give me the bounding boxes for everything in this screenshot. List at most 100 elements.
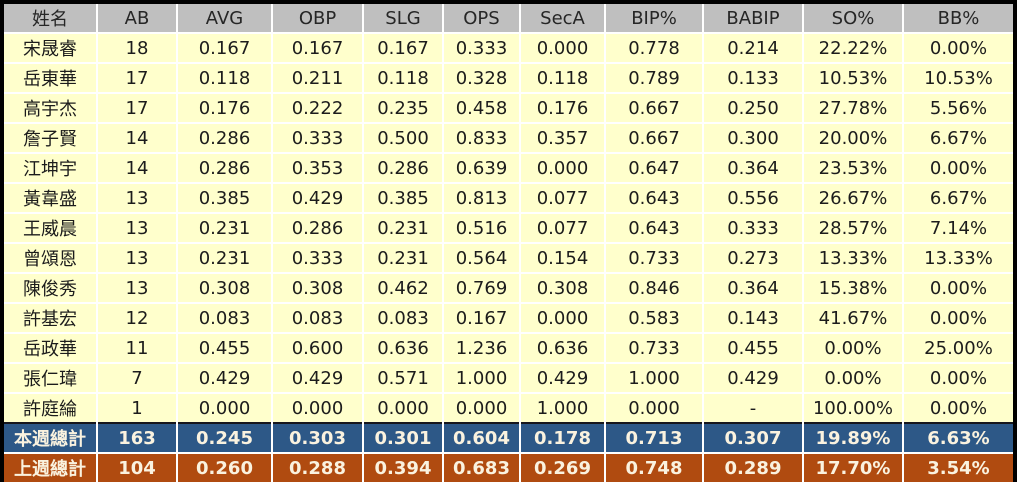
stat-cell: 0.00% (802, 332, 903, 363)
total-stat-cell: 3.54% (902, 452, 1013, 482)
player-name-cell: 黃韋盛 (4, 182, 97, 213)
stat-cell: 0.077 (519, 212, 605, 243)
table-body: 宋晟睿 18 0.167 0.167 0.167 0.333 0.000 0.778 0.214… (4, 32, 1013, 482)
column-header-2: AVG (176, 4, 272, 33)
stat-cell: - (702, 392, 803, 423)
total-stat-cell: 0.178 (519, 422, 605, 453)
total-label-cell: 本週總計 (4, 422, 97, 453)
stat-cell: 28.57% (802, 212, 903, 243)
player-name-cell: 曾頌恩 (4, 242, 97, 273)
stat-cell: 0.328 (442, 62, 520, 93)
stat-cell: 26.67% (802, 182, 903, 213)
total-stat-cell: 19.89% (802, 422, 903, 453)
player-name-cell: 高宇杰 (4, 92, 97, 123)
stat-cell: 0.143 (702, 302, 803, 333)
stat-cell: 0.636 (362, 332, 443, 363)
total-stat-cell: 0.394 (362, 452, 443, 482)
stat-cell: 0.167 (362, 32, 443, 63)
stat-cell: 0.176 (519, 92, 605, 123)
stat-cell: 0.286 (362, 152, 443, 183)
column-header-9: SO% (802, 4, 903, 33)
stat-cell: 1.000 (519, 392, 605, 423)
stat-cell: 17 (96, 92, 177, 123)
total-stat-cell: 0.269 (519, 452, 605, 482)
total-stat-cell: 104 (96, 452, 177, 482)
stat-cell: 0.385 (176, 182, 272, 213)
stat-cell: 0.231 (362, 242, 443, 273)
stat-cell: 0.214 (702, 32, 803, 63)
stat-cell: 0.364 (702, 272, 803, 303)
player-row: 黃韋盛 13 0.385 0.429 0.385 0.813 0.077 0.643 0.556… (4, 182, 1013, 213)
stat-cell: 0.231 (362, 212, 443, 243)
column-header-3: OBP (271, 4, 363, 33)
column-header-4: SLG (362, 4, 443, 33)
stat-cell: 0.273 (702, 242, 803, 273)
column-header-0: 姓名 (4, 4, 97, 33)
stat-cell: 20.00% (802, 122, 903, 153)
stat-cell: 41.67% (802, 302, 903, 333)
stat-cell: 0.118 (176, 62, 272, 93)
player-row: 岳東華 17 0.118 0.211 0.118 0.328 0.118 0.789 0.133… (4, 62, 1013, 93)
batting-stats-sheet: 姓名 AB AVG OBP SLG OPS SecA BIP% BABIP SO% BB% 宋晟睿 1… (4, 4, 1013, 482)
stat-cell: 1.236 (442, 332, 520, 363)
stat-cell: 0.500 (362, 122, 443, 153)
total-row-this-week: 本週總計 163 0.245 0.303 0.301 0.604 0.178 0.713 0.3… (4, 422, 1013, 453)
stat-cell: 7 (96, 362, 177, 393)
stat-cell: 13 (96, 182, 177, 213)
stat-cell: 0.00% (902, 272, 1013, 303)
stat-cell: 0.333 (271, 122, 363, 153)
player-name-cell: 陳俊秀 (4, 272, 97, 303)
stat-cell: 0.583 (604, 302, 703, 333)
stat-cell: 0.00% (902, 362, 1013, 393)
stat-cell: 0.333 (702, 212, 803, 243)
stat-cell: 0.286 (271, 212, 363, 243)
total-stat-cell: 6.63% (902, 422, 1013, 453)
column-header-8: BABIP (702, 4, 803, 33)
stat-cell: 0.458 (442, 92, 520, 123)
stat-cell: 0.455 (176, 332, 272, 363)
stat-cell: 0.778 (604, 32, 703, 63)
stat-cell: 0.000 (271, 392, 363, 423)
stat-cell: 0.429 (702, 362, 803, 393)
stat-cell: 0.647 (604, 152, 703, 183)
stat-cell: 0.00% (902, 302, 1013, 333)
stat-cell: 0.167 (271, 32, 363, 63)
player-name-cell: 許基宏 (4, 302, 97, 333)
player-row: 陳俊秀 13 0.308 0.308 0.462 0.769 0.308 0.846 0.364… (4, 272, 1013, 303)
player-row: 王威晨 13 0.231 0.286 0.231 0.516 0.077 0.643 0.333… (4, 212, 1013, 243)
stat-cell: 0.000 (362, 392, 443, 423)
column-header-6: SecA (519, 4, 605, 33)
stat-cell: 0.353 (271, 152, 363, 183)
column-header-1: AB (96, 4, 177, 33)
stat-cell: 0.462 (362, 272, 443, 303)
stat-cell: 0.667 (604, 92, 703, 123)
total-stat-cell: 0.303 (271, 422, 363, 453)
stat-cell: 0.222 (271, 92, 363, 123)
total-stat-cell: 0.245 (176, 422, 272, 453)
stat-cell: 11 (96, 332, 177, 363)
header-row: 姓名 AB AVG OBP SLG OPS SecA BIP% BABIP SO% BB% (4, 4, 1013, 33)
total-stat-cell: 163 (96, 422, 177, 453)
stat-cell: 0.211 (271, 62, 363, 93)
stat-cell: 0.769 (442, 272, 520, 303)
player-name-cell: 詹子賢 (4, 122, 97, 153)
stat-cell: 0.250 (702, 92, 803, 123)
stat-cell: 0.639 (442, 152, 520, 183)
stat-cell: 18 (96, 32, 177, 63)
stat-cell: 0.357 (519, 122, 605, 153)
stat-cell: 0.00% (802, 362, 903, 393)
stat-cell: 0.077 (519, 182, 605, 213)
stat-cell: 0.564 (442, 242, 520, 273)
stat-cell: 0.231 (176, 242, 272, 273)
total-stat-cell: 17.70% (802, 452, 903, 482)
stat-cell: 0.286 (176, 122, 272, 153)
stat-cell: 0.308 (176, 272, 272, 303)
stat-cell: 1.000 (442, 362, 520, 393)
stat-cell: 0.429 (519, 362, 605, 393)
stat-cell: 7.14% (902, 212, 1013, 243)
stat-cell: 10.53% (802, 62, 903, 93)
stat-cell: 0.000 (604, 392, 703, 423)
batting-stats-table: 姓名 AB AVG OBP SLG OPS SecA BIP% BABIP SO% BB% 宋晟睿 1… (4, 4, 1013, 482)
stat-cell: 0.556 (702, 182, 803, 213)
stat-cell: 0.308 (271, 272, 363, 303)
